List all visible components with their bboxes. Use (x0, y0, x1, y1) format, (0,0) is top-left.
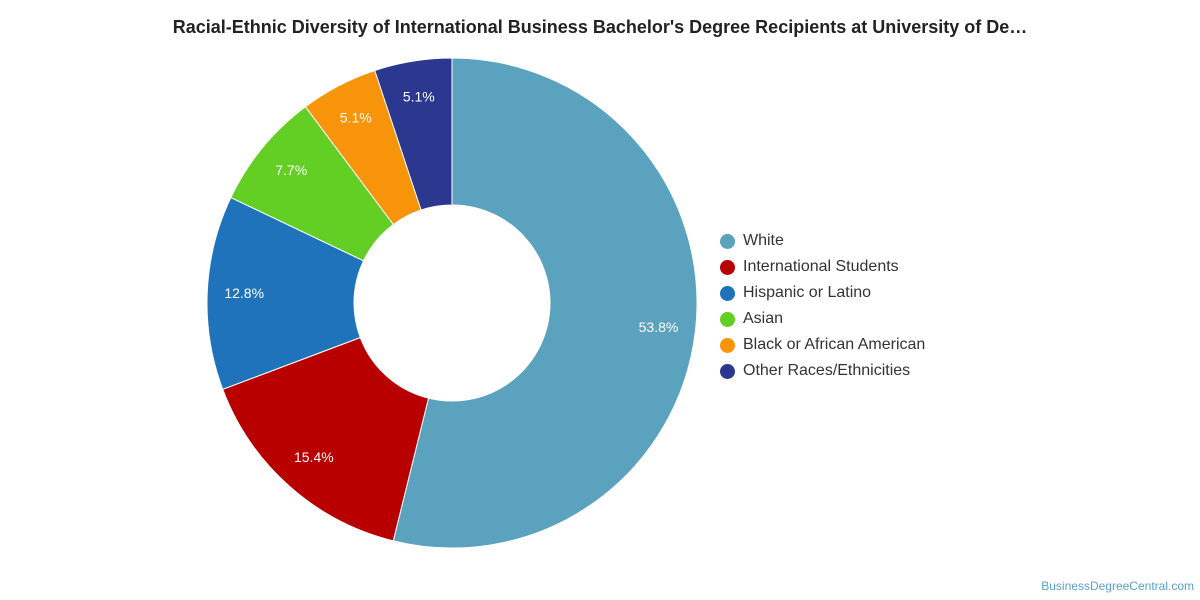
legend-item[interactable]: White (720, 228, 925, 254)
legend-item[interactable]: Asian (720, 306, 925, 332)
legend-item[interactable]: Black or African American (720, 332, 925, 358)
legend-label: Other Races/Ethnicities (743, 362, 911, 379)
slice-label: 5.1% (403, 88, 435, 104)
legend-swatch (720, 259, 735, 275)
legend: White International Students Hispanic or L… (720, 228, 925, 384)
legend-swatch (720, 311, 735, 327)
slice-other-races-ethnicities[interactable] (374, 57, 453, 211)
slice-hispanic-or-latino[interactable] (206, 196, 365, 390)
source-credit[interactable]: BusinessDegreeCentral.com (1041, 579, 1194, 593)
legend-label: International Students (743, 258, 899, 275)
legend-swatch (720, 285, 735, 301)
legend-swatch (720, 363, 735, 379)
slice-white[interactable] (392, 57, 698, 549)
slice-international-students[interactable] (222, 336, 430, 542)
legend-label: Asian (743, 310, 784, 327)
legend-item[interactable]: Hispanic or Latino (720, 280, 925, 306)
legend-label: White (743, 232, 784, 249)
legend-swatch (720, 233, 735, 249)
legend-item[interactable]: International Students (720, 254, 925, 280)
legend-swatch (720, 337, 735, 353)
legend-label: Black or African American (743, 336, 926, 353)
slice-label: 53.8% (639, 319, 679, 335)
slice-label: 12.8% (224, 285, 264, 301)
slice-label: 7.7% (275, 162, 307, 178)
legend-item[interactable]: Other Races/Ethnicities (720, 358, 925, 384)
slice-label: 5.1% (340, 109, 372, 125)
slice-label: 15.4% (294, 449, 334, 465)
chart-title: Racial-Ethnic Diversity of International… (172, 17, 1028, 37)
legend-label: Hispanic or Latino (743, 284, 872, 301)
